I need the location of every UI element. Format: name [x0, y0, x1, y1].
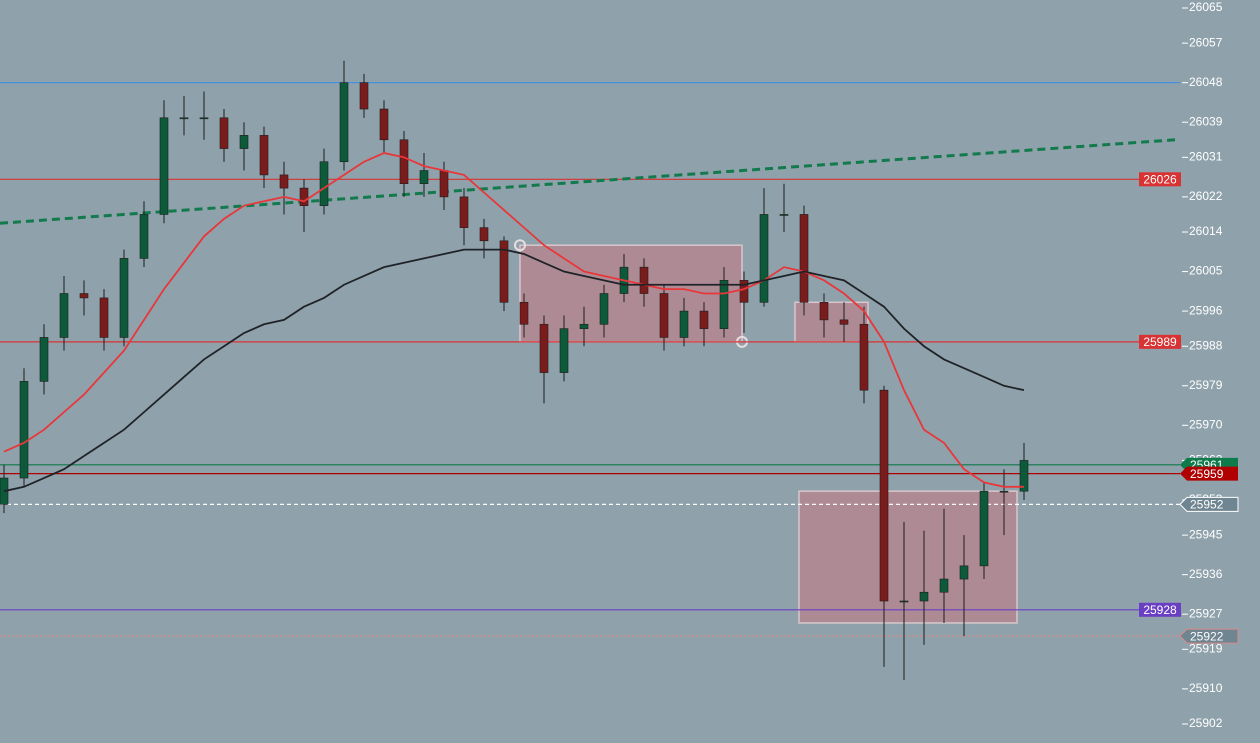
candle-body	[659, 293, 669, 338]
price-tag	[1180, 466, 1238, 481]
price-tag-label: 25922	[1190, 629, 1224, 643]
candle-body	[799, 214, 809, 303]
candle-body	[339, 82, 349, 163]
candle-body	[759, 214, 769, 303]
candle-body	[199, 117, 209, 120]
price-tag-label: 25928	[1143, 603, 1177, 617]
y-tick-label: 26065	[1189, 0, 1223, 14]
price-tag	[1139, 602, 1181, 617]
candle-body	[599, 293, 609, 325]
moving-average	[3, 152, 1024, 488]
candle-body	[639, 266, 649, 294]
y-tick-label: 26014	[1189, 224, 1223, 238]
y-tick-label: 25927	[1189, 606, 1223, 620]
candle-body	[59, 293, 69, 338]
candle-body	[319, 161, 329, 206]
y-tick-label: 26022	[1189, 189, 1223, 203]
candle-body	[999, 490, 1009, 493]
candle-body	[899, 600, 909, 603]
candle-body	[939, 578, 949, 593]
candle-body	[959, 565, 969, 580]
price-tag	[1139, 172, 1181, 187]
candle-body	[79, 293, 89, 299]
candle-body	[539, 323, 549, 373]
price-tag-label: 25952	[1190, 498, 1224, 512]
y-tick-label: 25979	[1189, 378, 1223, 392]
price-tag	[1139, 334, 1181, 349]
candle-body	[839, 319, 849, 325]
candle-body	[239, 135, 249, 149]
y-tick-label: 25936	[1189, 567, 1223, 581]
candle-body	[139, 214, 149, 259]
candle-body	[99, 297, 109, 338]
y-tick-label: 25988	[1189, 338, 1223, 352]
candle-body	[879, 389, 889, 602]
price-tag	[1179, 496, 1239, 512]
candle-body	[379, 108, 389, 141]
candle-body	[19, 381, 29, 479]
candle-body	[919, 591, 929, 602]
y-tick-label: 26048	[1189, 75, 1223, 89]
candle-body	[179, 117, 189, 120]
candle-body	[519, 302, 529, 325]
y-tick-label: 25910	[1189, 681, 1223, 695]
candle-body	[399, 139, 409, 185]
candle-body	[699, 310, 709, 329]
y-tick-label: 25945	[1189, 527, 1223, 541]
y-tick-label: 25919	[1189, 641, 1223, 655]
candle-body	[259, 135, 269, 176]
candle-body	[979, 490, 989, 567]
candle-body	[559, 328, 569, 373]
candle-body	[159, 117, 169, 215]
price-tag-label: 25989	[1143, 335, 1177, 349]
candle-body	[819, 302, 829, 321]
price-tag-label: 26026	[1143, 172, 1177, 186]
candle-body	[439, 170, 449, 198]
y-tick-label: 25996	[1189, 303, 1223, 317]
candle-body	[579, 323, 589, 329]
candle-body	[299, 187, 309, 206]
y-tick-label: 25902	[1189, 716, 1223, 730]
zone-handle	[514, 239, 526, 252]
y-tick-label: 26039	[1189, 114, 1223, 128]
candle-body	[119, 258, 129, 338]
candle-body	[279, 174, 289, 189]
candle-body	[719, 280, 729, 329]
y-tick-label: 26005	[1189, 264, 1223, 278]
price-tag	[1179, 628, 1239, 644]
candle-body	[39, 337, 49, 382]
candle-body	[479, 227, 489, 242]
candle-body	[779, 214, 789, 216]
candle-body	[419, 170, 429, 185]
candle-body	[739, 280, 749, 303]
candle-body	[859, 323, 869, 391]
trendline	[0, 138, 1176, 225]
candle-body	[459, 196, 469, 228]
y-tick-label: 26057	[1189, 35, 1223, 49]
candle-body	[359, 82, 369, 110]
y-tick-label: 25970	[1189, 417, 1223, 431]
price-tag-label: 25959	[1190, 467, 1224, 481]
candle-body	[499, 240, 509, 303]
candle-body	[219, 117, 229, 149]
zone	[794, 301, 869, 343]
candle-body	[1019, 460, 1029, 492]
candle-body	[679, 310, 689, 338]
y-tick-label: 26031	[1189, 150, 1223, 164]
moving-average	[3, 248, 1025, 493]
